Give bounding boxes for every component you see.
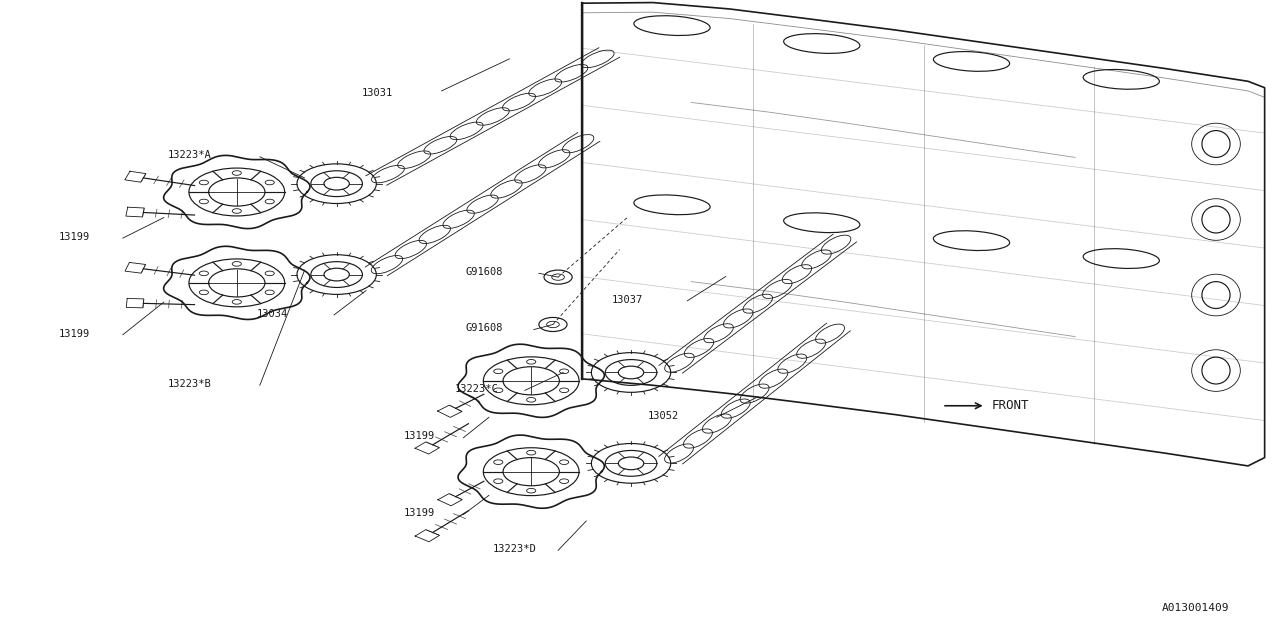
Text: 13223*D: 13223*D xyxy=(493,544,536,554)
Text: G91608: G91608 xyxy=(465,323,503,333)
Text: 13199: 13199 xyxy=(404,431,435,442)
Text: 13052: 13052 xyxy=(648,411,678,421)
Text: 13199: 13199 xyxy=(59,232,90,242)
Text: 13223*A: 13223*A xyxy=(168,150,211,160)
Text: 13034: 13034 xyxy=(257,308,288,319)
Text: FRONT: FRONT xyxy=(992,399,1029,412)
Text: 13199: 13199 xyxy=(404,508,435,518)
Text: 13223*C: 13223*C xyxy=(454,384,498,394)
Text: 13031: 13031 xyxy=(362,88,393,98)
Text: 13199: 13199 xyxy=(59,329,90,339)
Text: A013001409: A013001409 xyxy=(1161,603,1229,613)
Text: G91608: G91608 xyxy=(465,267,503,277)
Text: 13037: 13037 xyxy=(612,294,643,305)
Text: 13223*B: 13223*B xyxy=(168,379,211,389)
